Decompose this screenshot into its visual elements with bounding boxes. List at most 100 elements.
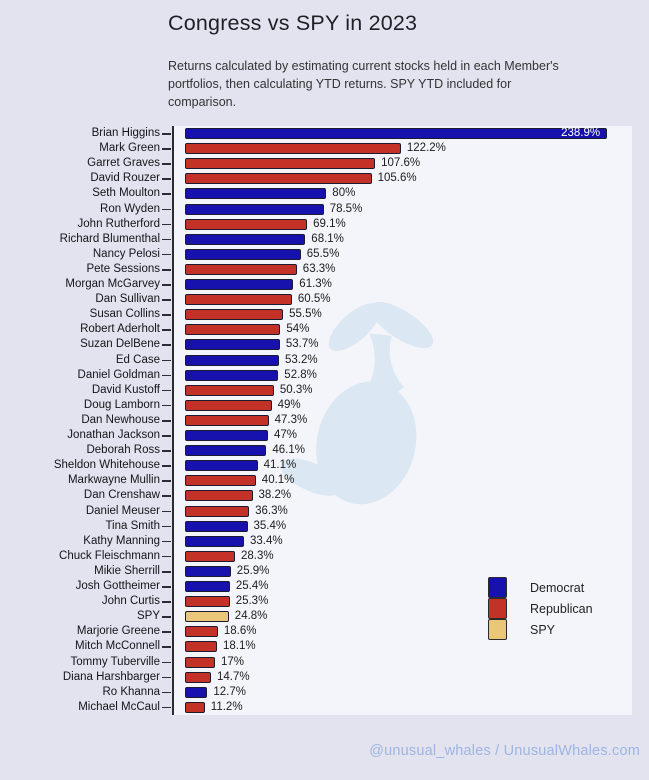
footer-credit: @unusual_whales / UnusualWhales.com — [369, 743, 640, 759]
axis-tick — [162, 284, 171, 286]
bar-row: Ron Wyden 78.5% — [0, 202, 649, 217]
axis-tick — [162, 344, 171, 347]
legend-swatch-d — [488, 577, 507, 598]
member-label: Mikie Sherrill — [94, 564, 160, 577]
member-label: Deborah Ross — [86, 444, 160, 457]
value-label: 17% — [221, 655, 245, 668]
bar-d — [185, 354, 279, 366]
bar-row: Suzan DelBene 53.7% — [0, 337, 649, 352]
bar-row: Nancy Pelosi 65.5% — [0, 247, 649, 262]
bar-r — [185, 626, 218, 638]
bar-row: Tina Smith 35.4% — [0, 519, 649, 534]
member-label: Dan Newhouse — [81, 413, 160, 426]
member-label: Doug Lamborn — [83, 398, 160, 411]
member-label: John Curtis — [101, 595, 160, 608]
value-label: 33.4% — [250, 534, 283, 547]
member-label: Marjorie Greene — [76, 625, 160, 638]
value-label: 68.1% — [311, 232, 344, 245]
member-label: Mark Green — [99, 142, 160, 155]
legend-label: Republican — [530, 601, 593, 616]
value-label: 53.2% — [285, 353, 318, 366]
bar-d — [185, 520, 248, 532]
legend-swatch-r — [488, 598, 507, 619]
value-label: 40.1% — [261, 474, 295, 487]
bar-row: Markwayne Mullin 40.1% — [0, 473, 649, 488]
bar-d — [185, 203, 324, 215]
member-label: SPY — [136, 610, 160, 623]
member-label: Robert Aderholt — [80, 323, 160, 336]
bar-row: Morgan McGarvey 61.3% — [0, 277, 649, 292]
bar-d — [185, 460, 258, 472]
bar-row: Susan Collins 55.5% — [0, 307, 649, 322]
member-label: Daniel Goldman — [77, 368, 160, 381]
axis-tick — [162, 480, 171, 482]
axis-tick — [162, 525, 171, 528]
axis-tick — [162, 616, 171, 618]
bar-r — [185, 294, 292, 306]
value-label: 25.9% — [236, 564, 270, 577]
bar-row: Doug Lamborn 49% — [0, 398, 649, 413]
axis-tick — [162, 359, 171, 362]
axis-tick — [162, 208, 171, 211]
bar-r — [185, 173, 372, 185]
value-label: 65.5% — [306, 247, 340, 260]
bar-row: Ed Case 53.2% — [0, 353, 649, 368]
member-label: Jonathan Jackson — [67, 429, 160, 442]
value-label: 61.3% — [299, 278, 332, 291]
axis-tick — [162, 555, 171, 558]
value-label: 53.7% — [285, 338, 319, 351]
value-label: 52.8% — [284, 368, 317, 381]
axis-tick — [162, 299, 171, 301]
member-label: Garret Graves — [87, 157, 160, 170]
axis-tick — [162, 148, 171, 150]
member-label: Mitch McConnell — [75, 640, 160, 653]
value-label: 28.3% — [241, 549, 274, 562]
axis-tick — [162, 450, 171, 452]
axis-tick — [162, 676, 171, 679]
axis-tick — [162, 314, 171, 316]
member-label: Brian Higgins — [91, 127, 160, 139]
member-label: Kathy Manning — [83, 534, 160, 547]
axis-tick — [162, 435, 171, 437]
value-label: 63.3% — [302, 262, 336, 275]
value-label: 14.7% — [217, 670, 250, 683]
bar-d — [185, 339, 280, 351]
axis-tick — [162, 268, 171, 271]
bar-row: Mark Green 122.2% — [0, 141, 649, 156]
bar-r — [185, 671, 211, 683]
axis-tick — [162, 495, 171, 498]
member-label: John Rutherford — [77, 217, 160, 230]
bar-d — [185, 369, 279, 381]
bar-r — [185, 641, 217, 653]
bar-row: Kathy Manning 33.4% — [0, 534, 649, 549]
value-label: 11.2% — [210, 700, 243, 713]
page-title: Congress vs SPY in 2023 — [168, 11, 418, 35]
value-label: 107.6% — [381, 157, 421, 170]
value-label: 50.3% — [279, 383, 313, 396]
axis-tick — [162, 570, 171, 573]
value-label: 46.1% — [272, 444, 305, 457]
member-label: David Rouzer — [90, 172, 160, 185]
axis-tick — [162, 706, 171, 709]
bar-row: David Rouzer 105.6% — [0, 171, 649, 186]
member-label: Pete Sessions — [86, 262, 160, 275]
bar-row: Dan Sullivan 60.5% — [0, 292, 649, 307]
axis-tick — [162, 329, 171, 331]
member-label: Dan Sullivan — [95, 293, 160, 306]
member-label: Suzan DelBene — [80, 338, 160, 351]
bar-r — [185, 324, 281, 336]
value-label: 105.6% — [377, 172, 417, 185]
value-label: 122.2% — [406, 142, 446, 155]
bar-row: Daniel Meuser 36.3% — [0, 504, 649, 519]
bar-r — [185, 263, 297, 275]
value-label: 18.1% — [223, 640, 256, 653]
axis-tick — [162, 646, 171, 649]
bar-row: Mitch McConnell 18.1% — [0, 639, 649, 654]
bar-r — [185, 490, 253, 502]
bar-row: SPY 24.8% — [0, 609, 649, 624]
bar-r — [185, 384, 274, 396]
bar-r — [185, 309, 284, 321]
bar-d — [185, 248, 301, 260]
axis-tick — [162, 238, 171, 241]
value-label: 49% — [277, 398, 301, 411]
